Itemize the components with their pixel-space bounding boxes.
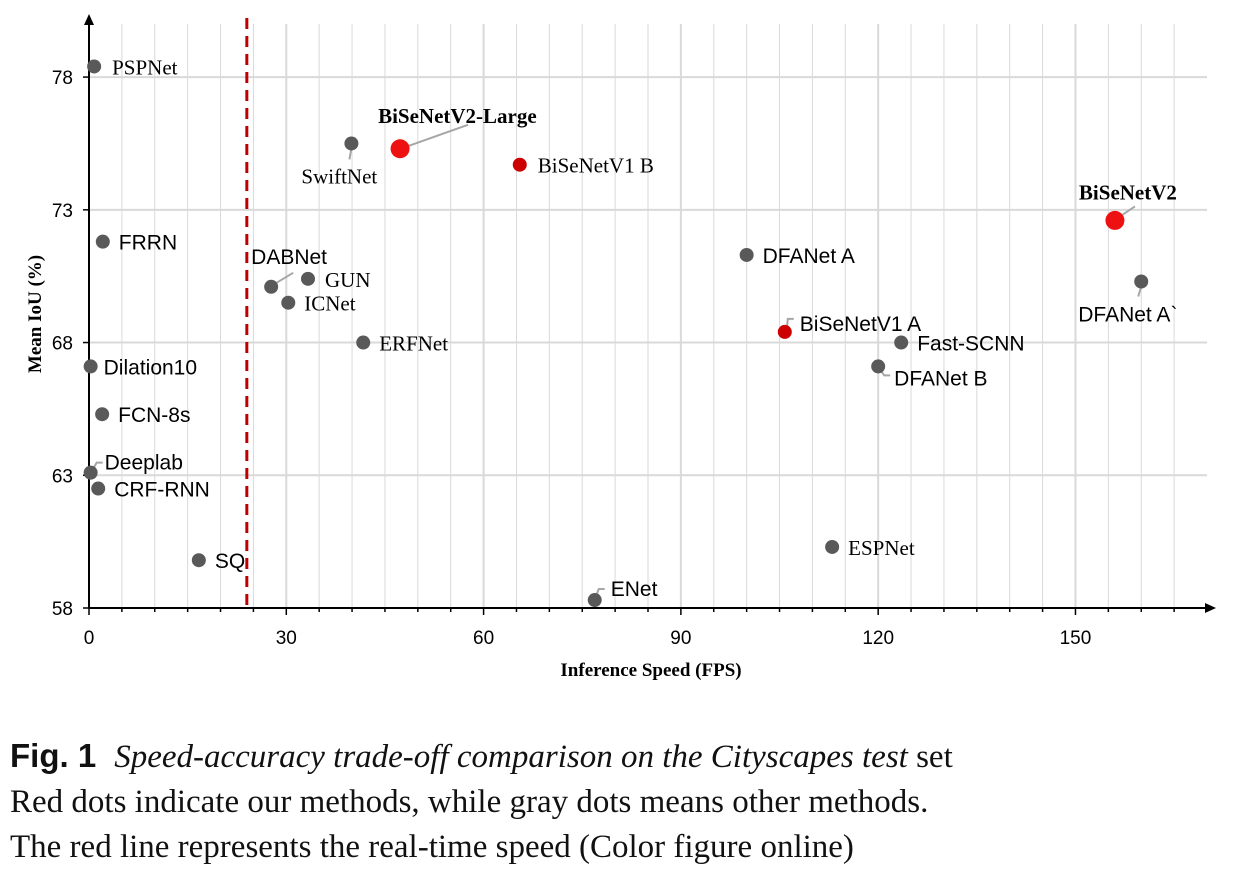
point-espnet (825, 539, 840, 554)
label-fcn-8s: FCN-8s (118, 404, 190, 427)
x-tick-label: 30 (276, 628, 297, 649)
x-tick-label: 0 (84, 628, 95, 649)
label-dilation10: Dilation10 (104, 356, 197, 379)
y-tick-label: 58 (52, 599, 73, 620)
label-dfanet-a: DFANet A (763, 245, 855, 268)
label-dfanet-b: DFANet B (894, 367, 987, 390)
point-fast-scnn (894, 335, 909, 350)
label-dfanet-a: DFANet A` (1078, 303, 1177, 326)
x-axis-title: Inference Speed (FPS) (560, 660, 741, 681)
point-icnet (281, 295, 296, 310)
label-frrn: FRRN (119, 232, 177, 255)
label-swiftnet: SwiftNet (301, 164, 377, 188)
point-bisenetv2 (1105, 210, 1125, 230)
x-tick-label: 60 (473, 628, 494, 649)
caption-line-3: The red line represents the real-time sp… (10, 829, 854, 865)
caption-line-2: Red dots indicate our methods, while gra… (10, 784, 929, 820)
point-pspnet (87, 59, 102, 74)
label-pspnet: PSPNet (112, 55, 178, 79)
point-deeplab (83, 465, 98, 480)
label-gun: GUN (325, 268, 371, 292)
label-erfnet: ERFNet (379, 332, 448, 356)
figure-caption: Fig. 1 Speed-accuracy trade-off compariso… (10, 733, 1230, 870)
label-icnet: ICNet (304, 292, 355, 316)
y-tick-label: 68 (52, 334, 73, 355)
point-fcn-8s (95, 407, 110, 422)
axes (84, 14, 1216, 613)
label-dabnet: DABNet (251, 246, 327, 269)
caption-line-1-tail: set (907, 739, 953, 775)
point-bisenetv1-b (512, 157, 527, 172)
label-espnet: ESPNet (848, 536, 915, 560)
figure-label: Fig. 1 (10, 737, 97, 774)
point-sq (191, 553, 206, 568)
label-bisenetv1-b: BiSeNetV1 B (538, 154, 654, 178)
leader-bisenetv2-large (405, 123, 469, 148)
y-tick-label: 73 (52, 201, 73, 222)
point-labels: PSPNet BiSeNetV2-Large SwiftNet BiSeNetV1 B… (104, 55, 1178, 601)
label-bisenetv2: BiSeNetV2 (1079, 180, 1177, 204)
y-tick-label: 78 (52, 68, 73, 89)
label-enet: ENet (611, 578, 658, 601)
x-tick-label: 150 (1060, 628, 1092, 649)
label-crf-rnn: CRF-RNN (114, 479, 210, 502)
point-bisenetv1-a (777, 324, 792, 339)
label-sq: SQ (215, 550, 245, 573)
x-axis-arrow (1205, 603, 1216, 613)
label-bisenetv1-a: BiSeNetV1 A (800, 313, 921, 336)
point-swiftnet (344, 136, 359, 151)
point-dabnet (264, 279, 279, 294)
data-points (83, 59, 1149, 608)
label-bisenetv2-large: BiSeNetV2-Large (378, 104, 537, 128)
point-erfnet (356, 335, 371, 350)
point-frrn (95, 234, 110, 249)
caption-line-1: Fig. 1 Speed-accuracy trade-off compariso… (10, 733, 1230, 780)
caption-italic-text: Speed-accuracy trade-off comparison on t… (114, 739, 908, 775)
point-crf-rnn (91, 481, 106, 496)
point-dfanet-b (871, 359, 886, 374)
point-dfanet-a (739, 247, 754, 262)
y-axis-arrow (84, 14, 94, 25)
point-dilation10 (83, 359, 98, 374)
y-axis-title: Mean IoU (%) (25, 255, 46, 373)
x-tick-label: 120 (862, 628, 894, 649)
tick-marks: 0 30 60 90 120 150 58 63 68 73 78 (52, 68, 1175, 649)
y-tick-label: 63 (52, 466, 73, 487)
label-deeplab: Deeplab (105, 452, 183, 475)
point-dfanet-a (1134, 274, 1149, 289)
label-leader-lines (91, 123, 1143, 598)
point-gun (300, 271, 315, 286)
x-tick-label: 90 (670, 628, 691, 649)
label-fast-scnn: Fast-SCNN (917, 333, 1024, 356)
point-enet (587, 593, 602, 608)
grid-lines (89, 24, 1207, 608)
point-bisenetv2-large (390, 139, 410, 159)
scatter-chart: 0 30 60 90 120 150 58 63 68 73 78 PSPNet BiSeNetV2-… (25, 14, 1216, 681)
